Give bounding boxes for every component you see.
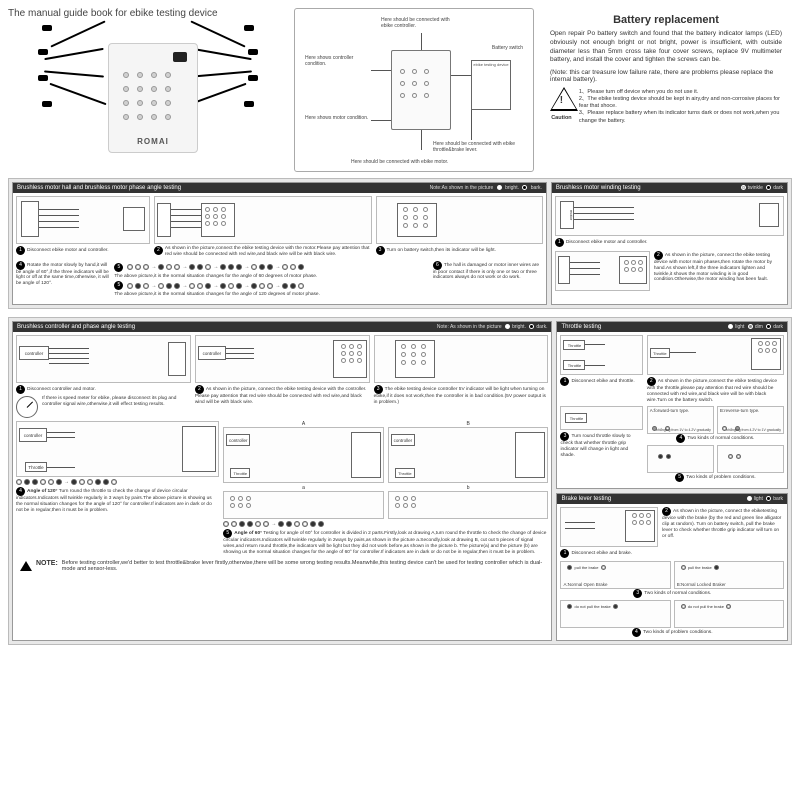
- caution-list: 1、Please turn off device when you do not…: [579, 89, 782, 125]
- page-title: The manual guide book for ebike testing …: [8, 8, 288, 19]
- battery-body: Open repair Po battery switch and found …: [550, 30, 782, 65]
- battery-panel: Battery replacement Open repair Po batte…: [540, 8, 792, 172]
- battery-title: Battery replacement: [550, 14, 782, 26]
- callout-motor-cond: Here shows motor condition.: [305, 115, 368, 121]
- callout-motor-conn: Here should be connected with ebike moto…: [351, 159, 448, 165]
- device-photo: ROMAI: [48, 23, 248, 153]
- warning-icon: [20, 561, 32, 571]
- panel-throttle: Throttle testing light dim dark Throttle…: [556, 321, 788, 489]
- legend: Note:As shown in the picture bright. bar…: [430, 185, 542, 191]
- brand-logo: ROMAI: [109, 137, 197, 146]
- callout-controller-conn: Here should be connected with ebike cont…: [381, 17, 461, 29]
- power-switch-icon: [173, 52, 187, 62]
- hero: The manual guide book for ebike testing …: [8, 8, 288, 172]
- panel-motor-winding: Brushless motor winding testing twinkle …: [551, 182, 788, 305]
- manual-page: The manual guide book for ebike testing …: [0, 0, 800, 661]
- controller-note: NOTE: Before testing controller,we'd bet…: [16, 558, 548, 574]
- panel-motor-hall: Brushless motor hall and brushless motor…: [12, 182, 547, 305]
- panel-title: Brushless motor winding testing: [556, 185, 641, 191]
- top-row: The manual guide book for ebike testing …: [8, 8, 792, 172]
- device-body: ROMAI: [108, 43, 198, 153]
- label-panel: ebike testing device: [471, 60, 511, 110]
- panel-title: Brushless motor hall and brushless motor…: [17, 185, 181, 191]
- callout-controller-cond: Here shows controller condition.: [305, 55, 375, 67]
- section-block-2: Brushless controller and phase angle tes…: [8, 317, 792, 645]
- connection-diagram: ebike testing device Here should be conn…: [294, 8, 534, 172]
- section-block-1: Brushless motor hall and brushless motor…: [8, 178, 792, 309]
- panel-title: Brushless controller and phase angle tes…: [17, 324, 135, 330]
- panel-title: Brake lever testing: [561, 496, 611, 502]
- panel-brake: Brake lever testing light bark: [556, 493, 788, 641]
- speedometer-icon: [16, 396, 38, 418]
- battery-note: (Note: this car treasure low failure rat…: [550, 69, 782, 83]
- panel-controller: Brushless controller and phase angle tes…: [12, 321, 552, 641]
- callout-battery-switch: Battery switch: [492, 45, 523, 51]
- panel-title: Throttle testing: [561, 324, 601, 330]
- callout-throttle-brake: Here should be connected with ebike thro…: [433, 141, 523, 153]
- caution-icon: ! Caution: [550, 89, 573, 113]
